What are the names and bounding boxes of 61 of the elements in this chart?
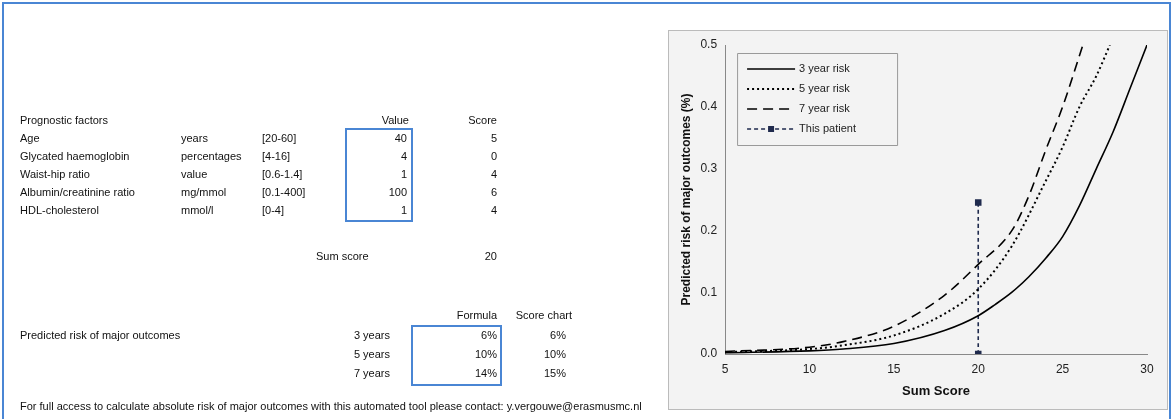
text: [4-16]	[262, 149, 291, 163]
text: 40	[394, 131, 407, 145]
text: [0.6-1.4]	[262, 167, 303, 181]
text: Predicted risk of major outcomes	[20, 328, 181, 342]
text: Formula	[456, 308, 497, 322]
legend-label: 7 year risk	[799, 102, 851, 115]
text: Sum score	[316, 249, 369, 263]
text: 20	[484, 249, 497, 263]
text: 6	[490, 185, 497, 199]
text: mmol/l	[181, 203, 214, 217]
x-tick-label: 15	[887, 361, 901, 376]
text: mg/mmol	[181, 185, 227, 199]
text: years	[181, 131, 208, 145]
legend-label: 3 year risk	[799, 62, 851, 75]
text: 14%	[474, 366, 497, 380]
text: HDL-cholesterol	[20, 203, 99, 217]
text: Glycated haemoglobin	[20, 149, 130, 163]
y-tick-label: 0.1	[700, 284, 718, 299]
text: [0-4]	[262, 203, 285, 217]
text: 100	[388, 185, 407, 199]
legend-label: 5 year risk	[799, 82, 851, 95]
text: Score chart	[515, 308, 572, 322]
text: 6%	[550, 328, 566, 342]
legend-label: This patient	[799, 122, 856, 135]
text: 15%	[543, 366, 566, 380]
x-tick-label: 25	[1055, 361, 1070, 376]
text: [20-60]	[262, 131, 297, 145]
text: Score	[468, 113, 497, 127]
text: 1	[400, 167, 407, 181]
y-tick-label: 0.0	[700, 346, 718, 361]
y-tick-label: 0.3	[700, 160, 718, 175]
text: 1	[400, 203, 407, 217]
text: Albumin/creatinine ratio	[20, 185, 135, 199]
y-tick-label: 0.5	[700, 37, 718, 52]
text: 10%	[543, 347, 566, 361]
y-tick-label: 0.4	[700, 99, 718, 114]
text: Value	[381, 113, 409, 127]
text: For full access to calculate absolute risk of major outcomes with this automated tool please contact: y.vergouwe@erasmusmc.nl	[20, 399, 642, 413]
text: 7 years	[353, 366, 390, 380]
x-tick-label: 10	[802, 361, 817, 376]
y-tick-label: 0.2	[700, 222, 718, 237]
text: Waist-hip ratio	[20, 167, 90, 181]
text: [0.1-400]	[262, 185, 306, 199]
text: value	[181, 167, 208, 181]
text: 4	[490, 203, 497, 217]
text: Age	[20, 131, 40, 145]
text: 4	[400, 149, 407, 163]
x-tick-label: 5	[721, 361, 729, 376]
y-axis-title: Predicted risk of major outcomes (%)	[678, 93, 693, 306]
text: 5 years	[353, 347, 390, 361]
text: 10%	[474, 347, 497, 361]
text: percentages	[181, 149, 242, 163]
text: 0	[490, 149, 497, 163]
text: 4	[490, 167, 497, 181]
x-tick-label: 30	[1140, 361, 1154, 376]
text: 3 years	[353, 328, 390, 342]
x-tick-label: 20	[971, 361, 986, 376]
text: 5	[490, 131, 497, 145]
text: Prognostic factors	[20, 113, 109, 127]
x-axis-title: Sum Score	[902, 382, 970, 398]
text: 6%	[481, 328, 497, 342]
